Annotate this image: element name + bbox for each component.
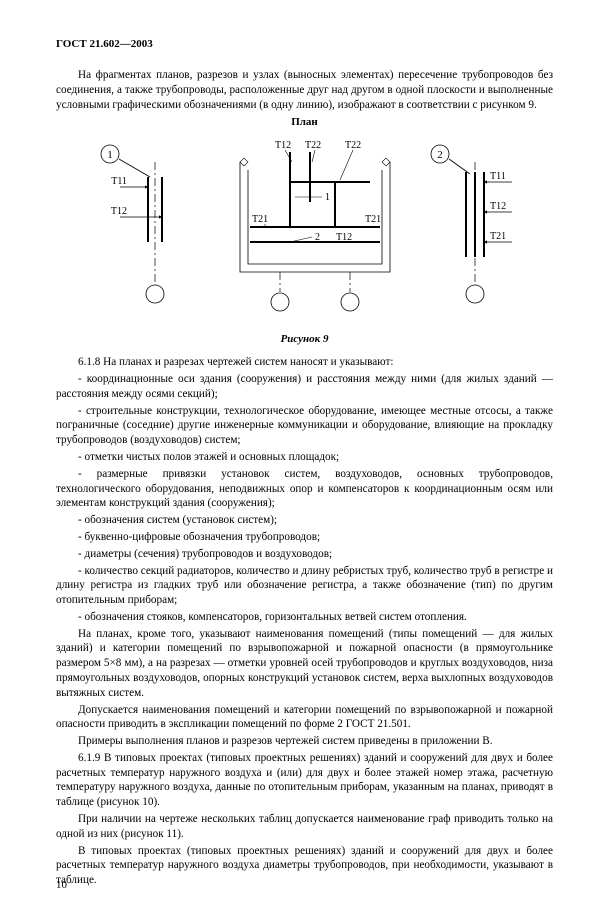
figure-svg: 1 Т11 Т12: [90, 132, 520, 322]
label-t21-cr: Т21: [365, 214, 381, 225]
label-t22-c: Т22: [305, 140, 321, 151]
figure-left: 1 Т11 Т12: [101, 145, 164, 303]
section-618: 6.1.8 На планах и разрезах чертежей сист…: [56, 355, 553, 888]
trail-para: На планах, кроме того, указывают наимено…: [56, 627, 553, 701]
label-t12-c1: Т12: [275, 140, 291, 151]
trail-para: 6.1.9 В типовых проектах (типовых проект…: [56, 751, 553, 810]
intro-block: На фрагментах планов, разрезов и узлах (…: [56, 68, 553, 112]
label-t22-c2: Т22: [345, 140, 361, 151]
label-t12-r: Т12: [490, 201, 506, 212]
label-t12-cb: Т12: [336, 232, 352, 243]
label-t11-r: Т11: [490, 171, 506, 182]
bullet: - координационные оси здания (сооружения…: [56, 372, 553, 402]
lead-618: 6.1.8 На планах и разрезах чертежей сист…: [56, 355, 553, 370]
bullet: - количество секций радиаторов, количест…: [56, 564, 553, 608]
bullet: - буквенно-цифровые обозначения трубопро…: [56, 530, 553, 545]
figure-right: 2 Т11 Т12 Т21: [431, 145, 512, 303]
label-2-inner: 2: [315, 232, 320, 243]
intro-paragraph: На фрагментах планов, разрезов и узлах (…: [56, 68, 553, 112]
bubble-1: 1: [107, 149, 113, 161]
figure-title: План: [56, 116, 553, 128]
bullet: - обозначения систем (установок систем);: [56, 513, 553, 528]
bullet: - отметки чистых полов этажей и основных…: [56, 450, 553, 465]
label-t12-left: Т12: [110, 206, 126, 217]
bullet: - строительные конструкции, технологичес…: [56, 404, 553, 448]
label-t21-cl: Т21: [252, 214, 268, 225]
page-number: 10: [56, 879, 67, 891]
label-t11-left: Т11: [111, 176, 127, 187]
document-header: ГОСТ 21.602—2003: [56, 38, 553, 50]
bullet: - обозначения стояков, компенсаторов, го…: [56, 610, 553, 625]
document-page: ГОСТ 21.602—2003 На фрагментах планов, р…: [0, 0, 593, 911]
trail-para: В типовых проектах (типовых проектных ре…: [56, 844, 553, 888]
trail-para: Примеры выполнения планов и разрезов чер…: [56, 734, 553, 749]
label-1-inner: 1: [325, 192, 330, 203]
bubble-2: 2: [437, 149, 443, 161]
bullet: - размерные привязки установок систем, в…: [56, 467, 553, 511]
label-t21-r: Т21: [490, 231, 506, 242]
figure-caption: Рисунок 9: [56, 333, 553, 345]
trail-para: Допускается наименования помещений и кат…: [56, 703, 553, 733]
figure-center: Т12 Т22 Т22 1 2 Т21 Т12 Т21: [240, 140, 390, 311]
figure-9: 1 Т11 Т12: [56, 132, 553, 327]
trail-para: При наличии на чертеже нескольких таблиц…: [56, 812, 553, 842]
bullet: - диаметры (сечения) трубопроводов и воз…: [56, 547, 553, 562]
